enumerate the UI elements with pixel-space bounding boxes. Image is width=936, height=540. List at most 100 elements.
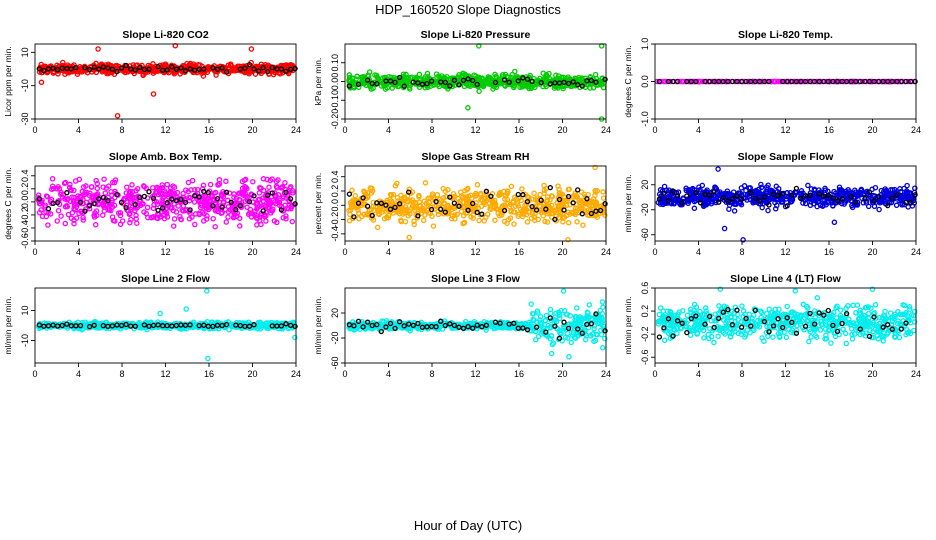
x-tick-label: 0 [32, 125, 37, 135]
panel-ylabel: kPa per min. [313, 58, 323, 106]
data-point [358, 213, 365, 220]
data-point [124, 184, 130, 190]
data-point [151, 202, 157, 208]
x-tick-label: 16 [824, 125, 834, 135]
data-point [905, 78, 912, 85]
data-point [541, 190, 547, 197]
data-point [452, 216, 458, 222]
data-point [47, 211, 54, 217]
data-point [804, 78, 811, 85]
x-tick-label: 24 [911, 247, 921, 257]
data-point [145, 69, 151, 75]
data-point [43, 213, 50, 220]
y-tick-label: 10 [20, 305, 30, 315]
overlay-point [278, 66, 285, 72]
x-tick-label: 12 [160, 125, 170, 135]
overlay-point [451, 200, 458, 206]
data-point [515, 80, 521, 86]
data-point [420, 217, 427, 224]
overlay-point [780, 191, 786, 197]
data-point [183, 306, 189, 312]
data-point [368, 86, 374, 92]
overlay-point [54, 67, 61, 73]
series-main [35, 288, 298, 362]
data-point [128, 216, 134, 223]
data-point [134, 220, 140, 226]
overlay-point [593, 79, 599, 85]
data-point [80, 184, 87, 190]
overlay-point [674, 78, 681, 85]
data-point [565, 186, 572, 193]
data-point [71, 220, 77, 227]
overlay-point [575, 82, 581, 88]
data-point [599, 345, 606, 351]
y-tick-label: -60 [640, 228, 650, 241]
data-point [278, 63, 284, 70]
x-tick-label: 12 [780, 125, 790, 135]
data-point [68, 215, 75, 221]
y-tick-label: 1.0 [640, 38, 650, 51]
data-point [110, 179, 116, 186]
data-point [486, 200, 493, 206]
x-tick-label: 24 [291, 125, 301, 135]
overlay-point [807, 78, 813, 85]
data-point [192, 221, 198, 228]
overlay-point [255, 68, 262, 74]
data-point [568, 339, 575, 346]
panel-ylabel: ml/min per min. [623, 174, 633, 232]
overlay-point [45, 66, 52, 72]
data-point [286, 198, 293, 205]
data-point [465, 73, 472, 79]
data-point [434, 79, 441, 86]
data-point [509, 71, 515, 78]
data-point [114, 112, 121, 119]
data-point [544, 80, 551, 86]
x-tick-label: 16 [204, 369, 214, 379]
y-tick-label: 0.0 [640, 75, 650, 88]
overlay-point [410, 79, 416, 85]
x-tick-label: 20 [867, 125, 877, 135]
data-point [160, 212, 167, 219]
y-tick-label: 10 [20, 47, 30, 57]
data-point [159, 182, 165, 188]
overlay-point [73, 64, 79, 71]
data-point [100, 184, 106, 190]
overlay-point [784, 78, 790, 85]
x-tick-label: 8 [429, 247, 434, 257]
series-main [36, 42, 298, 119]
data-point [384, 85, 391, 91]
overlay-point [670, 78, 676, 85]
x-tick-label: 4 [76, 125, 81, 135]
data-point [474, 181, 481, 188]
data-point [831, 219, 838, 226]
y-tick-label: -0.2 [330, 212, 340, 228]
data-point [528, 301, 534, 307]
x-tick-label: 4 [76, 369, 81, 379]
data-point [223, 178, 229, 185]
overlay-point [155, 207, 161, 213]
y-tick-label: 0.10 [330, 54, 340, 72]
data-point [349, 75, 356, 81]
overlay-point [178, 65, 184, 71]
data-point [808, 186, 815, 192]
data-point [352, 192, 359, 199]
data-point [36, 198, 43, 204]
overlay-point [821, 78, 827, 85]
overlay-point [793, 185, 800, 192]
overlay-point [182, 68, 189, 74]
overlay-point [570, 79, 576, 85]
data-point [175, 203, 181, 209]
data-point [731, 208, 738, 214]
data-point [184, 206, 190, 213]
overlay-point [173, 66, 180, 72]
data-point [252, 208, 258, 215]
data-point [269, 176, 275, 182]
data-point [227, 207, 233, 213]
data-point [283, 215, 289, 222]
overlay-point [219, 65, 225, 71]
data-point [242, 183, 248, 190]
data-point [263, 218, 269, 224]
overlay-point [524, 76, 531, 82]
data-point [484, 211, 491, 218]
